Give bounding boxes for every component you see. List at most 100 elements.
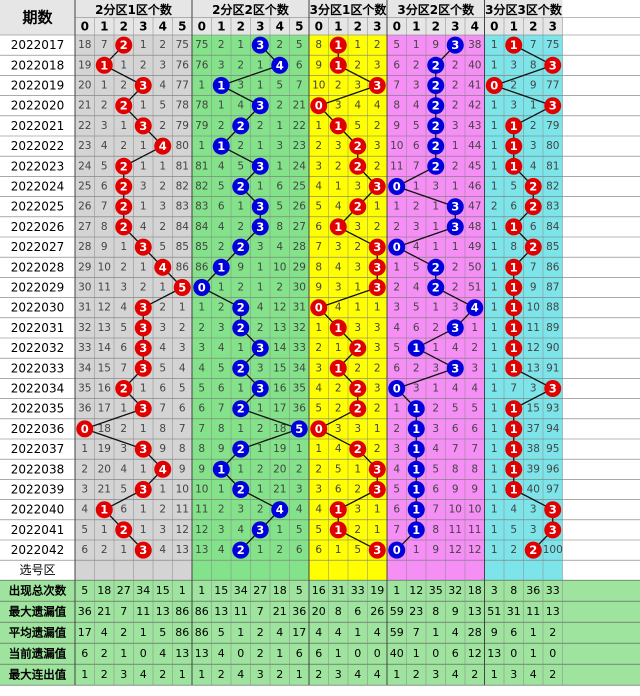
omission-value: 1 bbox=[237, 463, 244, 475]
omission-value: 82 bbox=[176, 181, 189, 193]
omission-value: 2 bbox=[471, 342, 478, 354]
omission-value: 80 bbox=[546, 140, 559, 152]
number-ball bbox=[95, 56, 113, 74]
omission-value: 3 bbox=[354, 221, 361, 233]
omission-value: 10 bbox=[98, 261, 111, 273]
omission-value: 15 bbox=[273, 362, 286, 374]
omission-value: 2 bbox=[374, 443, 381, 455]
stat-value: 3 bbox=[257, 668, 264, 681]
number-ball bbox=[115, 157, 133, 175]
omission-value: 1 bbox=[491, 362, 498, 374]
number-ball bbox=[349, 339, 367, 357]
number-ball bbox=[505, 117, 523, 135]
omission-value: 1 bbox=[140, 100, 147, 112]
omission-value: 1 bbox=[120, 403, 127, 415]
number-ball bbox=[446, 36, 464, 54]
omission-value: 78 bbox=[195, 100, 208, 112]
omission-value: 1 bbox=[237, 201, 244, 213]
omission-value: 6 bbox=[393, 59, 400, 71]
stat-value: 33 bbox=[546, 584, 560, 597]
number-ball bbox=[271, 56, 289, 74]
omission-value: 8 bbox=[159, 423, 166, 435]
omission-value: 2 bbox=[257, 322, 264, 334]
omission-value: 3 bbox=[198, 342, 205, 354]
omission-value: 1 bbox=[432, 302, 439, 314]
omission-value: 4 bbox=[101, 140, 108, 152]
omission-value: 28 bbox=[78, 241, 91, 253]
ball-value: 0 bbox=[315, 301, 323, 315]
period-label: 2022022 bbox=[11, 139, 64, 153]
stat-value: 86 bbox=[175, 626, 189, 639]
stat-value: 59 bbox=[390, 605, 404, 618]
ball-value: 3 bbox=[139, 543, 147, 557]
omission-value: 3 bbox=[179, 342, 186, 354]
omission-value: 2 bbox=[393, 221, 400, 233]
omission-value: 10 bbox=[273, 261, 286, 273]
number-ball bbox=[427, 97, 445, 115]
omission-value: 6 bbox=[530, 221, 537, 233]
stat-value: 4 bbox=[159, 647, 166, 660]
omission-value: 2 bbox=[452, 261, 459, 273]
period-cell-bg bbox=[0, 398, 75, 419]
stat-value: 13 bbox=[468, 605, 482, 618]
omission-value: 1 bbox=[491, 383, 498, 395]
stat-value: 2 bbox=[276, 668, 283, 681]
omission-value: 2 bbox=[452, 160, 459, 172]
stat-label: 出现总次数 bbox=[9, 584, 67, 598]
ball-value: 2 bbox=[237, 119, 245, 133]
omission-value: 2 bbox=[257, 423, 264, 435]
omission-value: 19 bbox=[78, 59, 91, 71]
omission-value: 13 bbox=[176, 544, 189, 556]
stat-value: 36 bbox=[526, 584, 540, 597]
ball-value: 3 bbox=[451, 220, 459, 234]
omission-value: 1 bbox=[335, 544, 342, 556]
period-cell-bg bbox=[0, 338, 75, 359]
omission-value: 8 bbox=[276, 221, 283, 233]
stat-value: 1 bbox=[296, 668, 303, 681]
omission-value: 4 bbox=[393, 322, 400, 334]
omission-value: 84 bbox=[546, 221, 560, 233]
omission-value: 6 bbox=[276, 181, 283, 193]
trend-line bbox=[240, 428, 300, 450]
ball-value: 2 bbox=[432, 159, 440, 173]
stat-value: 1 bbox=[140, 626, 147, 639]
ball-value: 0 bbox=[315, 422, 323, 436]
ball-value: 1 bbox=[334, 523, 342, 537]
number-ball bbox=[544, 501, 562, 519]
period-label: 2022024 bbox=[11, 180, 64, 194]
omission-value: 7 bbox=[530, 39, 537, 51]
omission-value: 1 bbox=[140, 383, 147, 395]
stat-value: 16 bbox=[312, 584, 326, 597]
number-ball bbox=[310, 97, 328, 115]
ball-value: 3 bbox=[139, 79, 147, 93]
ball-value: 1 bbox=[510, 159, 518, 173]
omission-value: 2 bbox=[159, 504, 166, 516]
omission-value: 8 bbox=[471, 463, 478, 475]
omission-value: 29 bbox=[293, 261, 306, 273]
period-label: 2022041 bbox=[11, 523, 64, 537]
ball-value: 3 bbox=[373, 462, 381, 476]
number-ball bbox=[115, 380, 133, 397]
trend-line bbox=[318, 84, 378, 107]
number-ball bbox=[368, 279, 386, 296]
omission-value: 1 bbox=[393, 261, 400, 273]
stat-label: 当前遗漏值 bbox=[9, 647, 67, 661]
ball-value: 3 bbox=[256, 99, 264, 113]
omission-value: 1 bbox=[159, 282, 166, 294]
omission-value: 6 bbox=[198, 403, 205, 415]
ball-value: 1 bbox=[412, 341, 420, 355]
omission-value: 2 bbox=[354, 484, 361, 496]
number-ball bbox=[251, 521, 269, 539]
omission-value: 5 bbox=[276, 80, 283, 92]
omission-value: 6 bbox=[120, 504, 127, 516]
stat-value: 2 bbox=[413, 668, 420, 681]
number-ball bbox=[134, 319, 152, 337]
omission-value: 2 bbox=[452, 100, 459, 112]
omission-value: 3 bbox=[335, 423, 342, 435]
omission-value: 78 bbox=[176, 100, 189, 112]
stat-value: 2 bbox=[120, 626, 127, 639]
stat-value: 11 bbox=[136, 605, 150, 618]
stat-value: 2 bbox=[315, 668, 322, 681]
ball-value: 1 bbox=[510, 341, 518, 355]
ball-value: 0 bbox=[315, 99, 323, 113]
